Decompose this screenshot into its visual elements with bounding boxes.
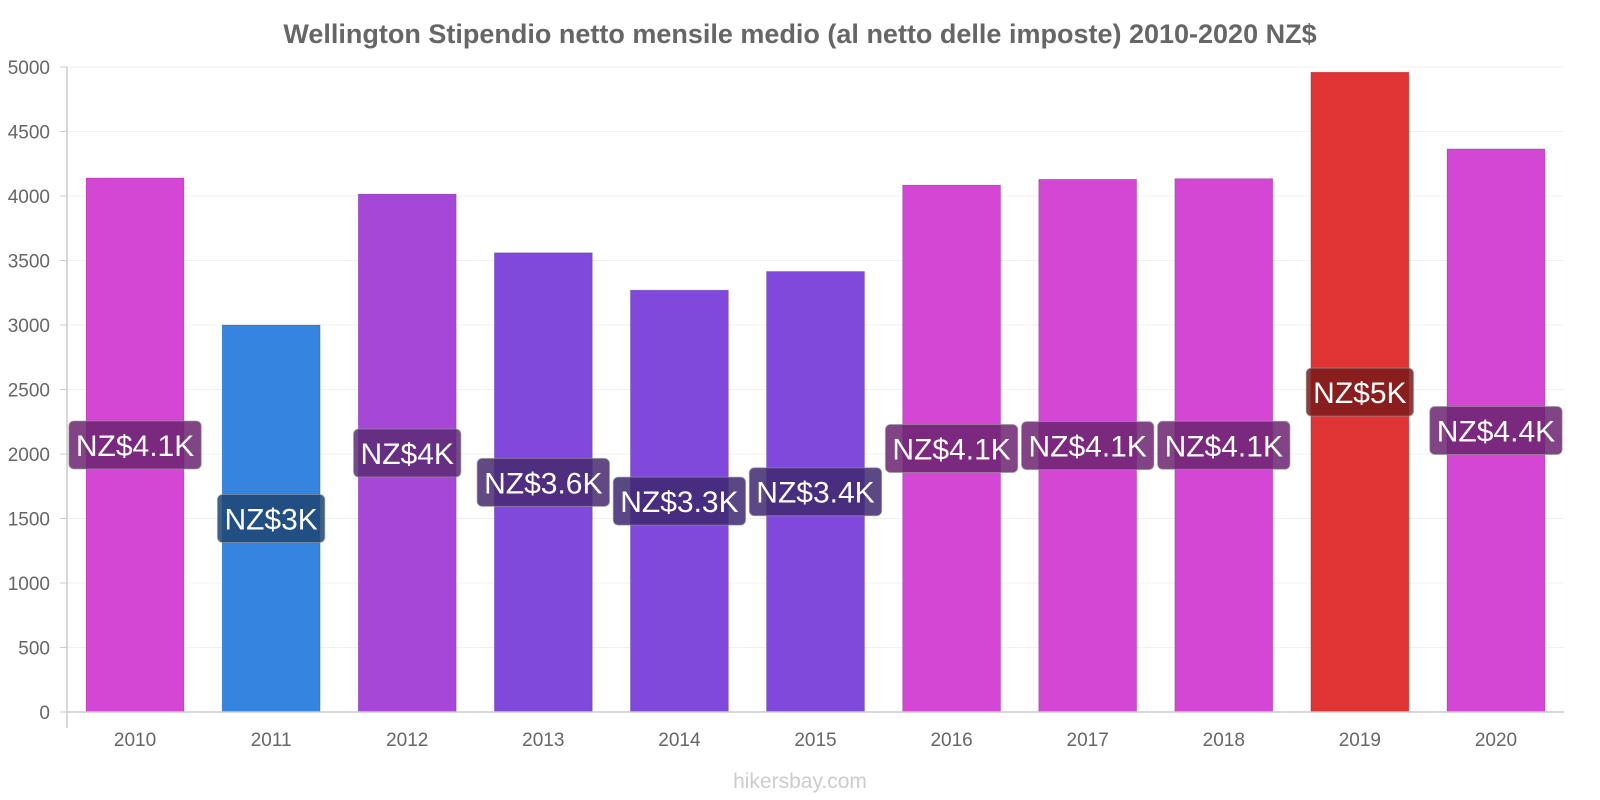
data-label: NZ$3K [224,504,317,537]
y-tick-label: 4000 [8,187,50,208]
y-tick-label: 500 [18,639,50,660]
data-labels: NZ$4.1K NZ$3K NZ$4K NZ$3.6K NZ$3.3K NZ$3.4K NZ… [68,367,1563,543]
data-label: NZ$3.4K [756,477,874,510]
data-label-bg [612,476,747,526]
y-tick-label: 2500 [8,381,50,402]
data-label: NZ$3.3K [620,486,738,519]
data-label-bg [216,494,326,543]
y-tick-label: 3500 [8,252,50,273]
y-tick-label: 1000 [8,574,50,595]
data-label-bg [748,467,883,517]
y-tick-label: 3000 [8,316,50,337]
y-tick-label: 2000 [8,445,50,466]
y-tick-label: 5000 [8,58,50,79]
data-label-bg [1020,421,1155,471]
x-tick-label: 2020 [1475,730,1517,751]
y-tick-label: 0 [39,703,50,724]
watermark: hikersbay.com [733,770,867,793]
data-label-bg [68,420,202,470]
data-label: NZ$4.4K [1437,415,1555,448]
x-tick-label: 2017 [1067,730,1109,751]
data-label: NZ$4.1K [1165,430,1283,463]
data-label: NZ$3.6K [484,467,602,500]
data-label-bg [476,457,611,507]
data-label-bg [353,428,462,478]
y-tick-label: 4500 [8,123,50,144]
axes: 0 500 1000 1500 2000 2500 3000 3500 4000 4500 5000… [8,58,1564,751]
data-label: NZ$4.1K [892,434,1010,467]
y-tick-label: 1500 [8,510,50,531]
data-label: NZ$5K [1313,377,1406,410]
x-tick-label: 2019 [1339,730,1381,751]
data-label-bg [1429,405,1563,455]
x-tick-label: 2014 [658,730,701,751]
data-label-bg [1157,420,1291,470]
x-tick-label: 2013 [522,730,564,751]
x-tick-label: 2010 [114,730,156,751]
x-tick-label: 2018 [1203,730,1245,751]
chart-title: Wellington Stipendio netto mensile medio… [283,19,1316,49]
data-label: NZ$4.1K [76,430,194,463]
data-label-bg [1305,367,1415,417]
data-label: NZ$4K [361,438,454,471]
x-tick-label: 2016 [930,730,972,751]
data-label-bg [884,424,1019,474]
x-tick-label: 2012 [386,730,428,751]
x-tick-label: 2015 [794,730,836,751]
data-label: NZ$4.1K [1028,431,1146,464]
x-tick-label: 2011 [251,730,292,751]
